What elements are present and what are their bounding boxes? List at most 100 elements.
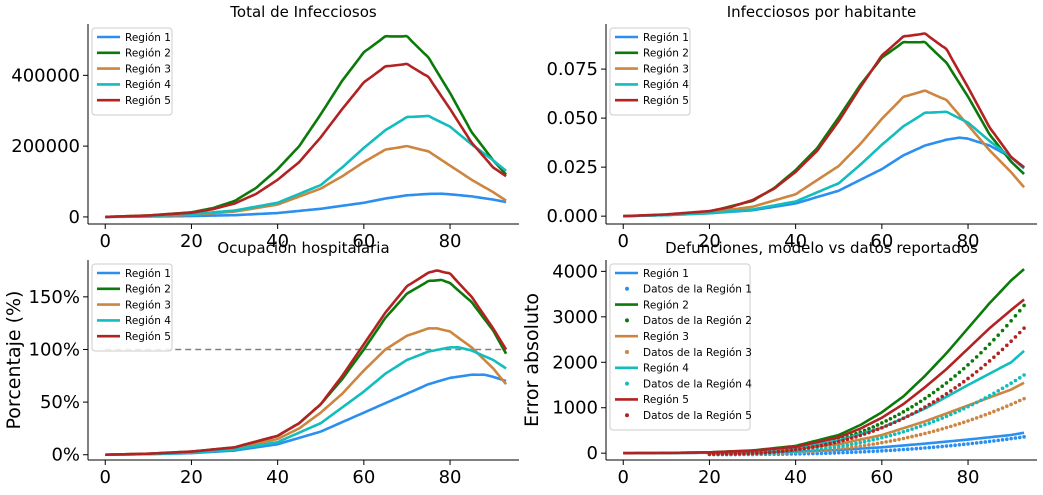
- data-point: [1000, 386, 1005, 391]
- legend-label: Región 1: [125, 32, 171, 44]
- data-point: [970, 359, 975, 363]
- data-point: [1022, 373, 1026, 377]
- data-point: [806, 448, 811, 453]
- data-point: [927, 402, 932, 407]
- series-line-4: [623, 110, 1025, 218]
- data-point: [875, 436, 880, 441]
- data-point: [871, 442, 876, 446]
- data-point: [931, 419, 936, 424]
- data-point: [992, 409, 996, 414]
- data-point: [824, 442, 828, 447]
- data-point: [867, 438, 871, 443]
- data-point: [854, 435, 858, 439]
- data-point: [961, 442, 966, 447]
- data-point: [841, 446, 845, 451]
- data-point: [819, 443, 824, 448]
- x-tick-label: 20: [180, 467, 203, 488]
- chart-title: Total de Infecciosos: [229, 3, 377, 21]
- data-point: [849, 436, 854, 440]
- chart-title: Defunciones, modelo vs datos reportados: [665, 239, 978, 257]
- legend-marker: [625, 413, 629, 418]
- data-point: [996, 438, 1001, 443]
- data-point: [992, 337, 996, 342]
- data-point: [836, 444, 841, 449]
- data-point: [923, 405, 927, 409]
- data-point: [875, 441, 880, 446]
- data-point: [931, 390, 936, 395]
- data-point: [910, 412, 914, 416]
- data-point: [992, 355, 996, 360]
- data-point: [875, 423, 880, 427]
- data-point: [737, 452, 742, 456]
- data-point: [974, 355, 979, 359]
- data-point: [867, 430, 871, 435]
- legend-label: Región 3: [643, 63, 689, 75]
- legend-label: Región 3: [125, 299, 171, 311]
- legend-label: Región 2: [125, 48, 171, 60]
- y-tick-label: 2000: [552, 352, 598, 373]
- data-point: [953, 410, 957, 415]
- data-point: [923, 446, 927, 450]
- legend-marker: [625, 350, 629, 354]
- data-point: [862, 443, 867, 448]
- data-point: [940, 416, 944, 420]
- y-tick-label: 150%: [29, 287, 80, 308]
- data-point: [927, 430, 932, 435]
- data-point: [992, 391, 996, 396]
- data-point: [880, 449, 884, 453]
- data-point: [979, 414, 983, 419]
- data-point: [858, 433, 863, 438]
- chart-panel-3: Ocupación hospitalaria Porcentaje (%) 0 20 4…: [3, 239, 519, 488]
- data-point: [983, 396, 988, 400]
- data-point: [931, 400, 936, 404]
- legend: Región 1 Región 2 Región 3 Región 4 Región 5: [609, 27, 691, 116]
- data-point: [892, 448, 897, 452]
- data-point: [862, 439, 867, 444]
- data-point: [867, 426, 871, 431]
- data-point: [811, 448, 815, 452]
- data-point: [811, 445, 815, 449]
- legend-label: Datos de la Región 3: [643, 347, 752, 359]
- data-point: [815, 447, 819, 452]
- legend-marker: [625, 381, 629, 386]
- data-point: [858, 440, 863, 445]
- data-point: [867, 443, 871, 447]
- data-point: [828, 451, 832, 455]
- data-point: [944, 425, 949, 430]
- data-point: [1022, 396, 1026, 401]
- x-tick-label: 0: [100, 467, 111, 488]
- data-point: [720, 452, 725, 456]
- legend-box: [91, 263, 173, 352]
- data-point: [918, 432, 923, 437]
- series-line-5: [623, 32, 1025, 218]
- data-point: [918, 446, 923, 451]
- data-point: [940, 384, 944, 389]
- x-tick-label: 80: [957, 231, 980, 252]
- data-point: [897, 447, 901, 452]
- data-point: [966, 419, 970, 423]
- data-point: [944, 391, 949, 396]
- y-tick-label: 3000: [552, 307, 598, 328]
- data-point: [862, 449, 867, 454]
- data-point: [987, 359, 992, 363]
- data-point: [910, 404, 914, 409]
- data-point: [793, 447, 798, 452]
- data-point: [1000, 438, 1005, 442]
- legend-label: Región 4: [643, 79, 689, 91]
- data-point: [901, 416, 906, 421]
- data-point: [884, 434, 888, 439]
- legend-label: Región 2: [643, 299, 689, 311]
- data-point: [905, 447, 910, 452]
- data-point: [957, 383, 962, 387]
- data-point: [1000, 328, 1005, 333]
- y-tick-label: 4000: [552, 261, 598, 282]
- data-point: [949, 424, 953, 429]
- data-point: [961, 406, 966, 411]
- data-point: [733, 452, 738, 456]
- data-point: [871, 449, 876, 454]
- x-tick-label: 0: [618, 467, 629, 488]
- x-tick-label: 20: [180, 231, 203, 252]
- data-point: [1013, 335, 1018, 339]
- y-tick-label: 0.050: [546, 108, 598, 129]
- y-tick-label: 0.025: [546, 157, 598, 178]
